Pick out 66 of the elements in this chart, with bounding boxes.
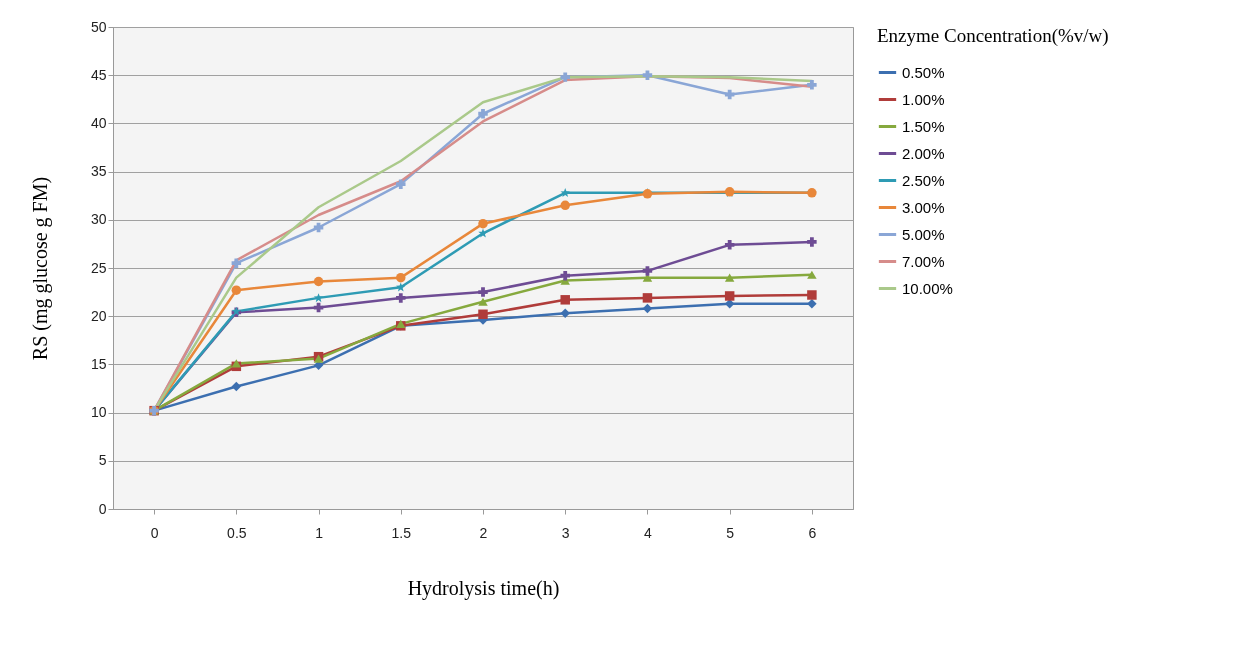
x-tick-label: 0.5 bbox=[227, 524, 247, 541]
point bbox=[807, 80, 817, 90]
point bbox=[807, 290, 817, 300]
point bbox=[807, 237, 817, 247]
legend-title: Enzyme Concentration(%v/w) bbox=[877, 25, 1109, 47]
legend-label: 7.00% bbox=[902, 252, 945, 270]
point bbox=[231, 258, 242, 268]
legend-label: 2.00% bbox=[902, 144, 945, 162]
point bbox=[724, 273, 735, 282]
legend-label: 1.00% bbox=[902, 90, 945, 108]
point bbox=[560, 188, 570, 198]
point bbox=[642, 266, 653, 276]
point bbox=[478, 109, 488, 119]
point bbox=[642, 70, 653, 80]
point bbox=[642, 303, 653, 314]
x-axis-title: Hydrolysis time(h) bbox=[407, 576, 560, 600]
y-tick-label: 10 bbox=[90, 404, 107, 421]
y-tick-label: 15 bbox=[90, 355, 107, 372]
point bbox=[807, 298, 817, 309]
point bbox=[396, 293, 406, 303]
x-tick-label: 3 bbox=[561, 524, 570, 541]
point bbox=[560, 308, 570, 319]
x-tick-label: 0 bbox=[150, 524, 159, 541]
point bbox=[396, 282, 406, 292]
legend-label: 10.00% bbox=[902, 279, 953, 297]
x-tick-label: 1.5 bbox=[391, 524, 412, 541]
point bbox=[478, 297, 488, 306]
point bbox=[560, 270, 570, 281]
point bbox=[478, 287, 488, 297]
point bbox=[231, 381, 242, 392]
y-tick-label: 20 bbox=[90, 307, 107, 324]
point bbox=[396, 179, 406, 189]
point bbox=[642, 293, 653, 303]
y-tick-label: 50 bbox=[90, 18, 107, 35]
point bbox=[724, 240, 735, 250]
point bbox=[478, 309, 488, 320]
legend-label: 5.00% bbox=[902, 225, 945, 243]
point bbox=[478, 218, 488, 229]
legend-label: 3.00% bbox=[902, 198, 945, 216]
point bbox=[478, 228, 488, 238]
x-tick-label: 2 bbox=[479, 524, 488, 541]
point bbox=[807, 270, 817, 279]
legend-label: 1.50% bbox=[902, 117, 945, 135]
y-tick-label: 25 bbox=[90, 259, 107, 276]
point bbox=[396, 272, 406, 283]
point bbox=[231, 285, 242, 295]
legend-label: 2.50% bbox=[902, 171, 945, 189]
point bbox=[724, 291, 735, 301]
y-tick-label: 5 bbox=[98, 452, 107, 469]
y-tick-label: 30 bbox=[90, 211, 107, 228]
x-tick-label: 4 bbox=[644, 524, 653, 541]
y-tick-label: 35 bbox=[90, 163, 107, 180]
point bbox=[231, 359, 242, 368]
point bbox=[313, 293, 324, 303]
y-tick-label: 0 bbox=[98, 500, 107, 517]
point bbox=[560, 72, 570, 82]
point bbox=[560, 295, 570, 305]
y-tick-label: 45 bbox=[90, 66, 107, 83]
point bbox=[313, 276, 324, 287]
y-tick-label: 40 bbox=[90, 114, 107, 131]
x-tick-label: 1 bbox=[315, 524, 324, 541]
y-axis-title: RS (mg glucose g FM) bbox=[28, 176, 52, 361]
x-tick-label: 5 bbox=[726, 524, 735, 541]
legend-label: 0.50% bbox=[902, 63, 945, 81]
x-tick-label: 6 bbox=[808, 524, 817, 541]
point bbox=[560, 200, 570, 211]
